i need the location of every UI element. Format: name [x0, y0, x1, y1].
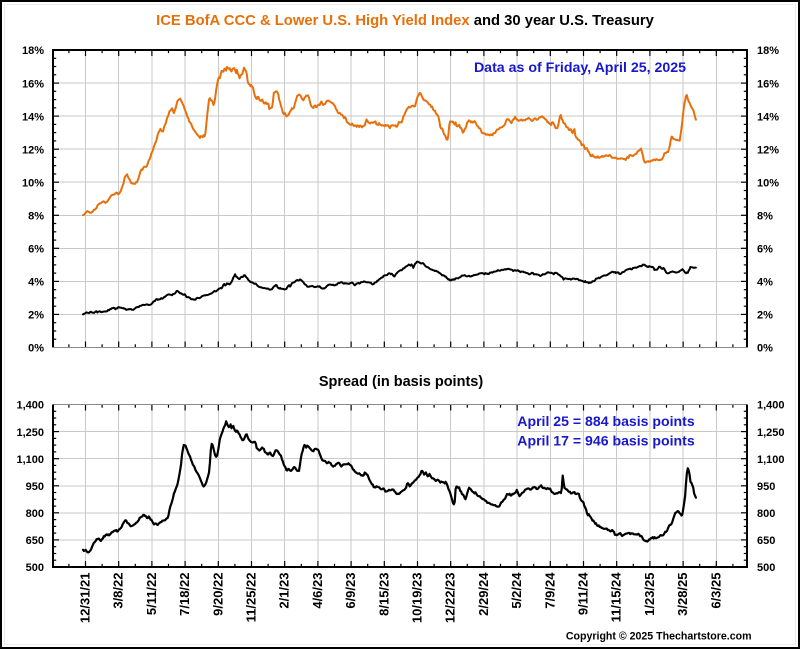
svg-text:12%: 12% — [757, 144, 779, 156]
svg-text:1/23/25: 1/23/25 — [642, 573, 657, 616]
svg-text:500: 500 — [26, 562, 44, 574]
svg-text:18%: 18% — [22, 45, 44, 57]
svg-text:6/9/23: 6/9/23 — [343, 573, 358, 609]
svg-text:April 17 = 946 basis points: April 17 = 946 basis points — [517, 433, 695, 449]
svg-text:April 25 = 884 basis points: April 25 = 884 basis points — [517, 413, 695, 429]
svg-text:1,250: 1,250 — [16, 427, 44, 439]
svg-text:950: 950 — [26, 481, 44, 493]
svg-text:6/3/25: 6/3/25 — [708, 573, 723, 609]
svg-text:11/15/24: 11/15/24 — [609, 572, 624, 623]
svg-text:2/29/24: 2/29/24 — [476, 572, 491, 616]
svg-text:800: 800 — [26, 508, 44, 520]
svg-text:8%: 8% — [28, 211, 44, 223]
svg-text:650: 650 — [757, 535, 775, 547]
svg-text:10%: 10% — [22, 177, 44, 189]
svg-text:14%: 14% — [757, 111, 779, 123]
svg-text:7/18/22: 7/18/22 — [177, 573, 192, 616]
svg-text:12%: 12% — [22, 144, 44, 156]
svg-text:Spread (in basis points): Spread (in basis points) — [319, 374, 484, 390]
svg-text:8%: 8% — [757, 211, 773, 223]
svg-text:6%: 6% — [757, 244, 773, 256]
svg-text:18%: 18% — [757, 45, 779, 57]
svg-text:1,100: 1,100 — [757, 454, 785, 466]
svg-text:Copyright © 2025 Thechartstore: Copyright © 2025 Thechartstore.com — [566, 631, 752, 643]
svg-text:3/28/25: 3/28/25 — [675, 573, 690, 616]
svg-text:0%: 0% — [28, 343, 44, 355]
svg-text:0%: 0% — [757, 343, 773, 355]
svg-text:5/11/22: 5/11/22 — [144, 573, 159, 616]
svg-text:6%: 6% — [28, 244, 44, 256]
svg-text:4%: 4% — [28, 277, 44, 289]
svg-text:650: 650 — [26, 535, 44, 547]
svg-text:1,250: 1,250 — [757, 427, 785, 439]
svg-text:1,100: 1,100 — [16, 454, 44, 466]
svg-text:1,400: 1,400 — [16, 400, 44, 412]
svg-text:4%: 4% — [757, 277, 773, 289]
svg-text:4/6/23: 4/6/23 — [310, 573, 325, 609]
svg-text:3/8/22: 3/8/22 — [111, 573, 126, 609]
svg-text:12/22/23: 12/22/23 — [443, 573, 458, 624]
svg-text:8/15/23: 8/15/23 — [376, 573, 391, 616]
svg-text:Data as of Friday, April 25, 2: Data as of Friday, April 25, 2025 — [474, 60, 686, 76]
svg-text:800: 800 — [757, 508, 775, 520]
svg-text:500: 500 — [757, 562, 775, 574]
svg-text:ICE BofA CCC & Lower U.S. High: ICE BofA CCC & Lower U.S. High Yield Ind… — [156, 13, 655, 29]
svg-text:9/20/22: 9/20/22 — [210, 573, 225, 616]
svg-text:9/11/24: 9/11/24 — [576, 572, 591, 615]
svg-text:2/1/23: 2/1/23 — [277, 573, 292, 609]
svg-text:7/9/24: 7/9/24 — [542, 572, 557, 609]
svg-text:11/25/22: 11/25/22 — [244, 573, 259, 623]
svg-text:2%: 2% — [28, 310, 44, 322]
svg-text:2%: 2% — [757, 310, 773, 322]
svg-text:16%: 16% — [757, 78, 779, 90]
svg-text:10/19/23: 10/19/23 — [410, 573, 425, 624]
svg-text:10%: 10% — [757, 177, 779, 189]
svg-text:14%: 14% — [22, 111, 44, 123]
svg-text:16%: 16% — [22, 78, 44, 90]
svg-text:1,400: 1,400 — [757, 400, 785, 412]
svg-text:5/2/24: 5/2/24 — [509, 572, 524, 609]
svg-text:12/31/21: 12/31/21 — [78, 573, 93, 624]
svg-text:950: 950 — [757, 481, 775, 493]
